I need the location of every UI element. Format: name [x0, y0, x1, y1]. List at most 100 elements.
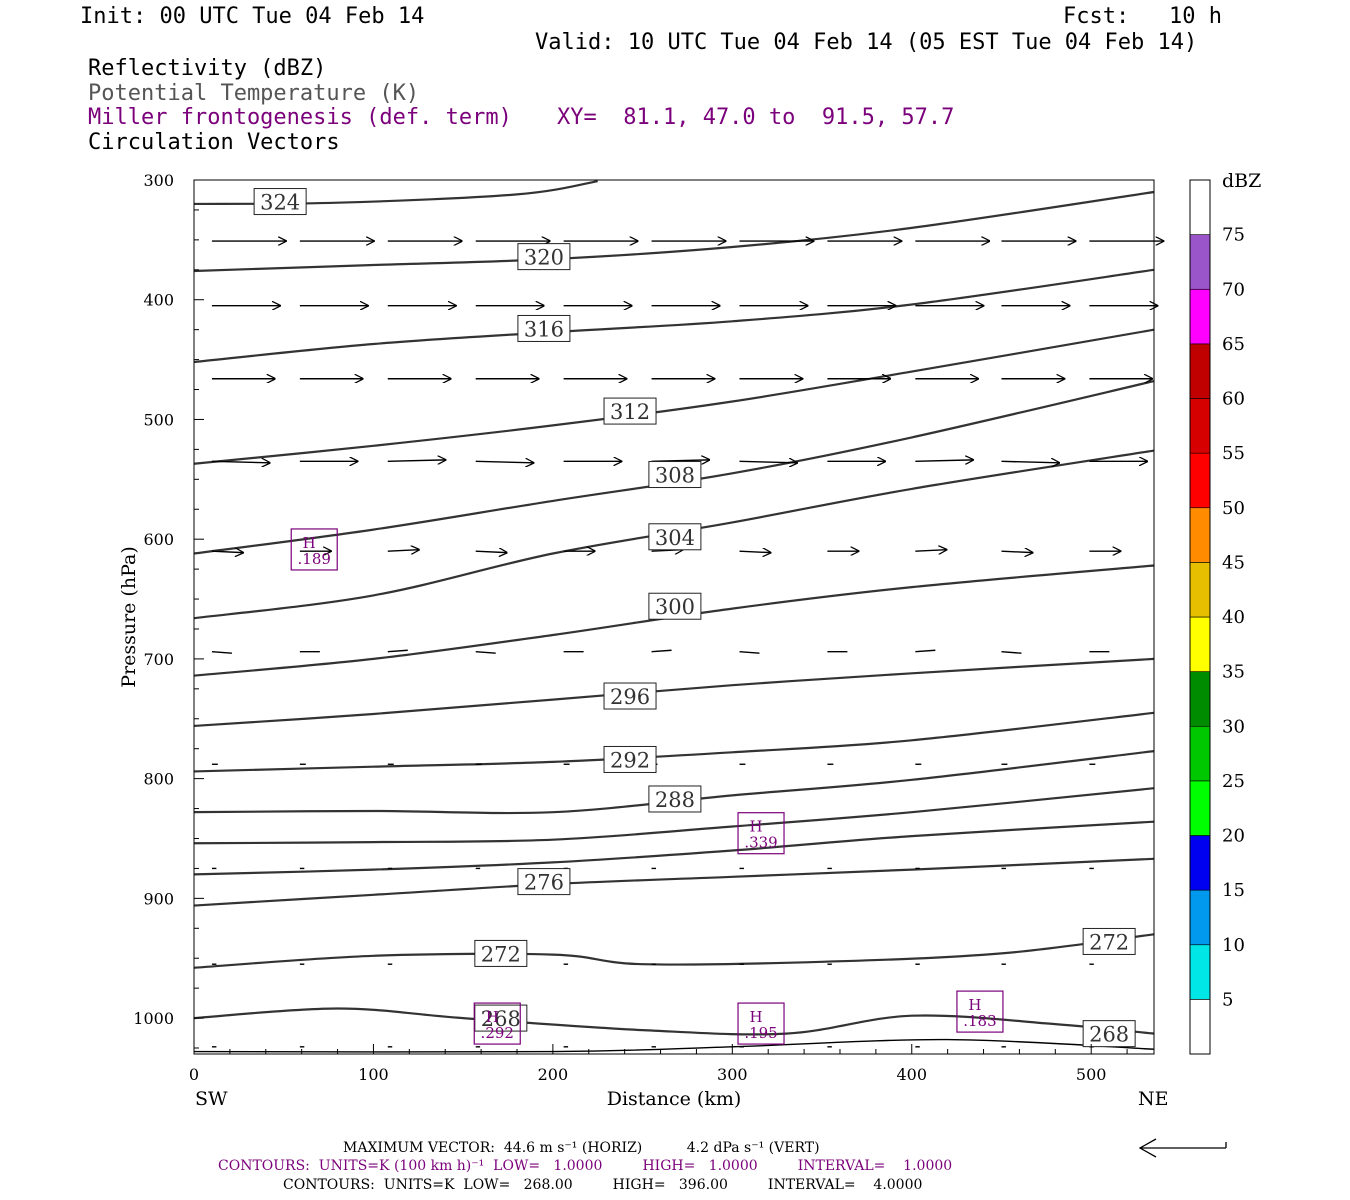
contour-label: 276 — [524, 871, 564, 895]
x-tick-label: 200 — [538, 1065, 569, 1084]
circulation-vector — [915, 649, 936, 653]
frontogenesis-max-label: H — [749, 818, 762, 836]
colorbar-label: 65 — [1222, 334, 1245, 355]
y-tick-label: 700 — [143, 650, 174, 669]
circulation-vector — [475, 551, 507, 552]
colorbar-label: 20 — [1222, 826, 1245, 847]
field-reflectivity-label: Reflectivity (dBZ) — [88, 56, 327, 81]
colorbar-label: 5 — [1222, 989, 1233, 1010]
contour-label: 324 — [260, 191, 300, 215]
circulation-vector — [387, 649, 408, 653]
colorbar-swatch — [1189, 671, 1211, 727]
colorbar-label: 25 — [1222, 771, 1245, 792]
colorbar-label: 70 — [1222, 279, 1245, 300]
theta-contour-info: CONTOURS: UNITS=K LOW= 268.00 HIGH= 396.… — [283, 1177, 923, 1193]
frontogenesis-max-box — [290, 528, 338, 571]
circulation-vector — [651, 649, 672, 653]
colorbar-swatch — [1189, 999, 1211, 1055]
colorbar-label: 75 — [1222, 225, 1245, 246]
frontogenesis-max-label: H — [968, 996, 981, 1014]
frontogenesis-contour-info: CONTOURS: UNITS=K (100 km h)⁻¹ LOW= 1.00… — [218, 1158, 953, 1174]
colorbar-swatch — [1189, 288, 1211, 345]
circulation-vector — [387, 460, 446, 461]
contour-label-box — [1082, 1020, 1136, 1048]
theta-contour-268 — [193, 1007, 1155, 1036]
colorbar-frame — [1189, 179, 1211, 1055]
reflectivity-colorbar: 5 10 15 20 25 30 35 40 45 50 55 60 65 70 75 — [1189, 179, 1245, 1055]
theta-contour-312 — [193, 328, 1155, 465]
cross-section-endpoints: XY= 81.1, 47.0 to 91.5, 57.7 — [557, 105, 955, 130]
contour-label-box — [648, 592, 702, 620]
surface-contour — [193, 1038, 1155, 1053]
theta-contour-300 — [193, 564, 1155, 677]
frontogenesis-max-value: .339 — [744, 834, 777, 852]
colorbar-label: 15 — [1222, 880, 1245, 901]
contour-label-box — [517, 243, 571, 271]
frontogenesis-max-label: H — [749, 1008, 762, 1026]
colorbar-swatch — [1189, 944, 1211, 1000]
contour-label: 268 — [481, 1007, 521, 1031]
colorbar-swatch — [1189, 616, 1211, 672]
circulation-vector — [387, 550, 419, 551]
circulation-vector — [211, 551, 243, 552]
colorbar-label: 30 — [1222, 716, 1245, 737]
contour-label-box — [648, 461, 702, 489]
colorbar-swatch — [1189, 343, 1211, 399]
maximum-vector-note: MAXIMUM VECTOR: 44.6 m s⁻¹ (HORIZ) 4.2 d… — [343, 1140, 820, 1156]
valid-time: Valid: 10 UTC Tue 04 Feb 14 (05 EST Tue … — [535, 30, 1198, 55]
contour-label-box — [1082, 927, 1136, 955]
theta-contour-316 — [193, 268, 1155, 364]
reference-vector-head — [1138, 1138, 1157, 1158]
circulation-vector — [211, 461, 270, 462]
colorbar-unit: dBZ — [1222, 170, 1261, 192]
contour-label: 320 — [524, 246, 564, 270]
contour-label: 272 — [481, 942, 521, 966]
contour-label-box — [603, 397, 657, 425]
frontogenesis-max-label: H — [303, 534, 316, 552]
contour-label: 272 — [1089, 930, 1129, 954]
y-tick-label: 1000 — [133, 1009, 174, 1028]
x-tick-label: 500 — [1076, 1065, 1107, 1084]
circulation-vector — [739, 461, 797, 462]
colorbar-label: 10 — [1222, 935, 1245, 956]
colorbar-label: 50 — [1222, 498, 1245, 519]
colorbar-label: 35 — [1222, 662, 1245, 683]
colorbar-swatch — [1189, 179, 1211, 235]
frontogenesis-max-box — [737, 812, 785, 855]
theta-contour-320 — [193, 190, 1155, 273]
colorbar-swatch — [1189, 507, 1211, 563]
x-axis-title: Distance (km) — [607, 1088, 742, 1110]
theta-contour-296 — [193, 657, 1155, 728]
circulation-vector — [1001, 551, 1032, 552]
colorbar-swatch — [1189, 835, 1211, 891]
circulation-vector — [1001, 651, 1022, 654]
colorbar-swatch — [1189, 398, 1211, 454]
x-axis-left-end: SW — [195, 1088, 228, 1110]
colorbar-label: 45 — [1222, 552, 1245, 573]
theta-contour-284 — [193, 787, 1155, 845]
contour-label: 300 — [655, 595, 695, 619]
colorbar-swatch — [1189, 889, 1211, 946]
circulation-vector — [739, 551, 770, 552]
contour-label-box — [648, 785, 702, 813]
theta-contour-292 — [193, 711, 1155, 773]
circulation-vector — [739, 651, 760, 654]
circulation-vector — [475, 651, 496, 654]
contour-label: 296 — [610, 685, 650, 709]
y-tick-label: 400 — [143, 291, 174, 310]
colorbar-swatch — [1189, 725, 1211, 782]
field-theta-label: Potential Temperature (K) — [88, 81, 420, 106]
circulation-vector — [1001, 461, 1059, 462]
x-tick-label: 0 — [189, 1065, 199, 1084]
colorbar-swatch — [1189, 562, 1211, 618]
circulation-vector — [211, 651, 232, 654]
plot-frame — [193, 179, 1155, 1055]
x-tick-label: 300 — [717, 1065, 748, 1084]
contour-label: 312 — [610, 400, 650, 424]
contour-label: 288 — [655, 788, 695, 812]
contour-label: 292 — [610, 748, 650, 772]
y-axis-title: Pressure (hPa) — [118, 546, 140, 688]
circulation-vector — [915, 550, 946, 551]
frontogenesis-max-value: .189 — [298, 550, 331, 568]
